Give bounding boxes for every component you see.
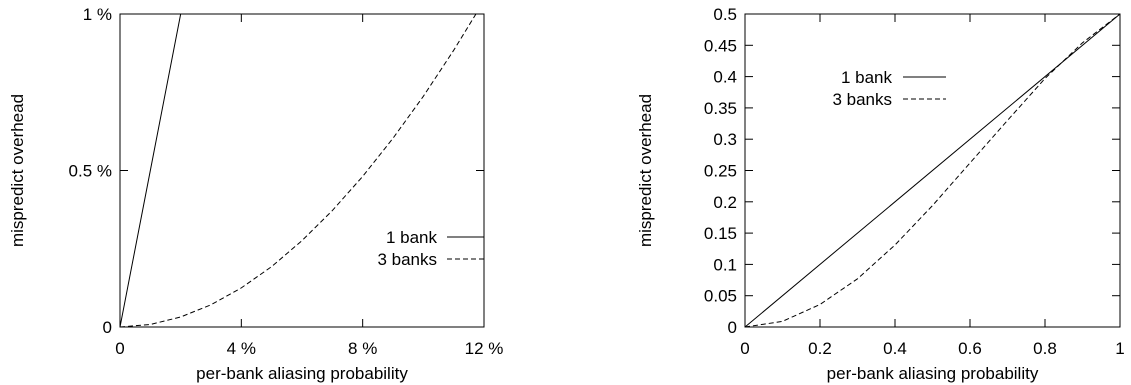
plot-frame (119, 13, 485, 328)
legend: 1 bank 3 banks (832, 68, 946, 109)
legend-label: 1 bank (386, 228, 438, 247)
y-axis-title: mispredict overhead (8, 94, 27, 247)
y-axis-title: mispredict overhead (636, 94, 655, 247)
x-tick-label: 0.4 (883, 339, 907, 358)
series-line-1-bank (120, 14, 182, 327)
legend-label: 3 banks (377, 250, 437, 269)
x-tick-label: 8 % (348, 339, 377, 358)
chart-2: 0 0.2 0.4 0.6 0.8 1 0 0.05 0.1 0.15 0.2 0.25 0.3 0.35… (636, 5, 1125, 383)
y-tick-label: 0.5 (713, 5, 737, 24)
series-line-3-banks (745, 14, 1120, 327)
y-tick-label: 0.35 (704, 99, 737, 118)
x-tick-label: 0 (740, 339, 749, 358)
y-tick-label: 0.25 (704, 162, 737, 181)
series-line-3-banks (120, 14, 477, 327)
x-tick-label: 12 % (465, 339, 504, 358)
y-tick-label: 0.4 (713, 68, 737, 87)
chart-1: 0 4 % 8 % 12 % 0 0.5 % 1 % per-bank aliasing pr… (8, 5, 504, 383)
x-tick-label: 0 (115, 339, 124, 358)
legend: 1 bank 3 banks (377, 228, 484, 269)
y-tick-label: 0.1 (713, 255, 737, 274)
y-tick-label: 0.45 (704, 36, 737, 55)
x-tick-label: 1 (1115, 339, 1124, 358)
x-axis-title: per-bank aliasing probability (827, 364, 1039, 383)
y-tick-label: 0.15 (704, 224, 737, 243)
y-tick-label: 0.5 % (69, 162, 112, 181)
x-tick-label: 0.8 (1033, 339, 1057, 358)
x-tick-label: 0.2 (808, 339, 832, 358)
x-tick-label: 0.6 (958, 339, 982, 358)
y-tick-label: 0 (728, 318, 737, 337)
y-tick-label: 0.2 (713, 193, 737, 212)
x-tick-label: 4 % (227, 339, 256, 358)
y-tick-label: 0.05 (704, 287, 737, 306)
x-axis-title: per-bank aliasing probability (196, 364, 408, 383)
y-tick-label: 0.3 (713, 130, 737, 149)
legend-label: 1 bank (841, 68, 893, 87)
y-tick-label: 0 (103, 318, 112, 337)
y-tick-label: 1 % (83, 5, 112, 24)
legend-label: 3 banks (832, 90, 892, 109)
